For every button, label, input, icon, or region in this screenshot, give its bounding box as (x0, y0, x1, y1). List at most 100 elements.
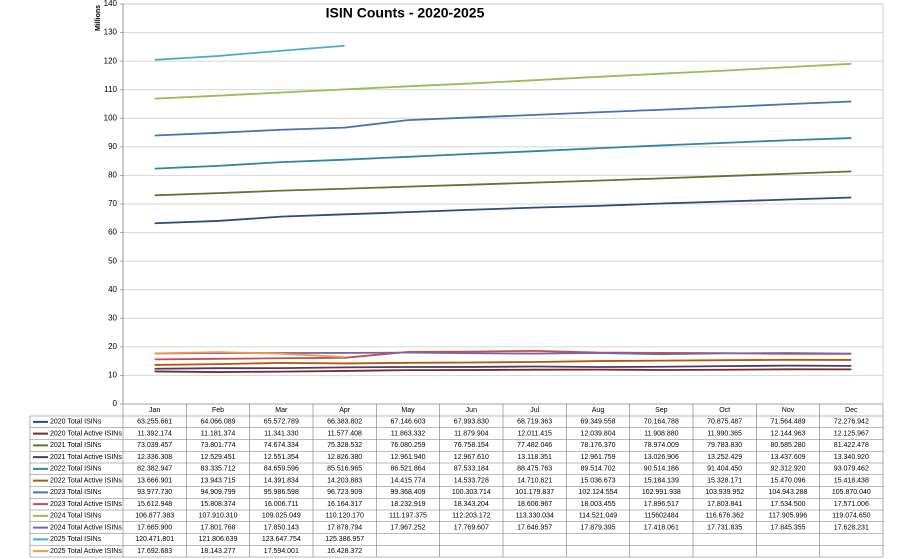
series-line (154, 62, 852, 100)
table-cell: 113.330.034 (515, 513, 554, 520)
y-axis-label: Millions (95, 5, 102, 31)
table-cell: 18.343.204 (454, 501, 489, 508)
table-cell: 102.124.554 (579, 489, 618, 496)
table-cell: 73.039.457 (137, 442, 172, 449)
legend-label: 2021 Total ISINs (50, 442, 102, 449)
y-tick-label: 140 (104, 0, 118, 8)
table-cell: 14.391.834 (264, 477, 299, 484)
series-line (154, 364, 852, 370)
y-tick-label: 80 (108, 171, 117, 180)
legend-label: 2020 Total ISINs (50, 419, 102, 426)
y-tick-label: 130 (104, 28, 118, 37)
table-cell: 115602484 (644, 513, 679, 520)
table-cell: 99.368.409 (390, 489, 425, 496)
series-line (154, 196, 852, 225)
table-cell: 15.418.438 (834, 477, 869, 484)
table-cell: 81.422.478 (834, 442, 869, 449)
table-cell: 17.879.395 (580, 524, 615, 531)
table-cell: 12.125.967 (834, 430, 869, 437)
table-cell: 12.336.308 (137, 454, 172, 461)
table-cell: 12.144.963 (770, 430, 805, 437)
table-cell: 119.074.650 (832, 513, 871, 520)
y-tick-label: 60 (108, 228, 117, 237)
y-tick-label: 20 (108, 342, 117, 351)
table-cell: 12.011.415 (517, 430, 552, 437)
series-line (154, 358, 852, 366)
x-tick-label: Jan (149, 407, 160, 414)
table-cell: 17.845.355 (770, 524, 805, 531)
x-tick-label: Feb (212, 407, 224, 414)
y-tick-label: 90 (108, 142, 117, 151)
table-cell: 17.896.517 (644, 501, 679, 508)
y-tick-label: 40 (108, 285, 117, 294)
legend-label: 2023 Total ISINs (50, 489, 102, 496)
table-cell: 112.203.172 (452, 513, 491, 520)
y-tick-label: 100 (104, 113, 118, 122)
table-cell: 12.961.940 (390, 454, 425, 461)
table-cell: 68.719.363 (517, 419, 552, 426)
table-cell: 92.312.920 (770, 466, 805, 473)
table-cell: 17.534.500 (770, 501, 805, 508)
legend-label: 2025 Total ISINs (50, 536, 102, 543)
table-cell: 13.666.901 (137, 477, 172, 484)
table-cell: 64.066.089 (200, 419, 235, 426)
table-cell: 14.710.621 (517, 477, 552, 484)
x-tick-label: May (401, 407, 415, 414)
table-cell: 17.769.607 (454, 524, 489, 531)
table-cell: 100.303.714 (452, 489, 491, 496)
table-cell: 17.967.252 (390, 524, 425, 531)
table-cell: 15.036.673 (580, 477, 615, 484)
table-cell: 76.758.154 (454, 442, 489, 449)
table-cell: 77.482.046 (517, 442, 552, 449)
y-tick-label: 50 (108, 256, 117, 265)
table-cell: 13.026.906 (644, 454, 679, 461)
series-line (154, 170, 852, 197)
table-cell: 11.879.904 (454, 430, 489, 437)
table-cell: 96.723.909 (327, 489, 362, 496)
table-cell: 123.647.754 (262, 536, 301, 543)
table-cell: 93.079.462 (834, 466, 869, 473)
table-cell: 17.692.683 (137, 548, 172, 555)
table-cell: 82.382.947 (137, 466, 172, 473)
y-tick-label: 120 (104, 56, 118, 65)
table-cell: 116.676.362 (705, 513, 744, 520)
table-cell: 12.961.759 (580, 454, 615, 461)
chart-title: ISIN Counts - 2020-2025 (326, 5, 485, 21)
table-cell: 13.437.609 (770, 454, 805, 461)
table-cell: 76.080.259 (390, 442, 425, 449)
table-cell: 15.612.948 (137, 501, 172, 508)
table-cell: 105.870.040 (832, 489, 871, 496)
table-cell: 17.418.061 (644, 524, 679, 531)
legend-label: 2023 Total Active ISINs (50, 501, 122, 508)
table-cell: 14.203.883 (327, 477, 362, 484)
table-cell: 67.993.830 (454, 419, 489, 426)
table-cell: 17.646.957 (517, 524, 552, 531)
table-cell: 65.572.789 (264, 419, 299, 426)
table-cell: 13.252.429 (707, 454, 742, 461)
table-cell: 12.826.380 (327, 454, 362, 461)
table-cell: 15.328.171 (707, 477, 742, 484)
table-cell: 90.514.186 (644, 466, 679, 473)
table-cell: 74.674.334 (264, 442, 299, 449)
table-cell: 72.276.942 (834, 419, 869, 426)
table-cell: 117.905.996 (769, 513, 808, 520)
table-cell: 70.164.788 (644, 419, 679, 426)
x-tick-label: Jun (466, 407, 477, 414)
table-cell: 11.181.374 (201, 430, 236, 437)
table-cell: 67.146.603 (390, 419, 425, 426)
table-cell: 17.878.794 (327, 524, 362, 531)
table-cell: 16.428.372 (327, 548, 362, 555)
x-tick-label: Oct (719, 407, 730, 414)
table-cell: 69.349.558 (580, 419, 615, 426)
table-cell: 114.521.049 (579, 513, 618, 520)
table-cell: 11.341.330 (264, 430, 299, 437)
legend-label: 2025 Total Active ISINs (50, 548, 122, 555)
table-cell: 88.475.763 (517, 466, 552, 473)
table-cell: 84.659.596 (264, 466, 299, 473)
table-cell: 18.606.967 (517, 501, 552, 508)
table-cell: 12.039.804 (580, 430, 615, 437)
table-cell: 87.533.184 (454, 466, 489, 473)
table-cell: 13.943.715 (200, 477, 235, 484)
table-cell: 11.990.365 (707, 430, 742, 437)
table-cell: 15.470.096 (770, 477, 805, 484)
